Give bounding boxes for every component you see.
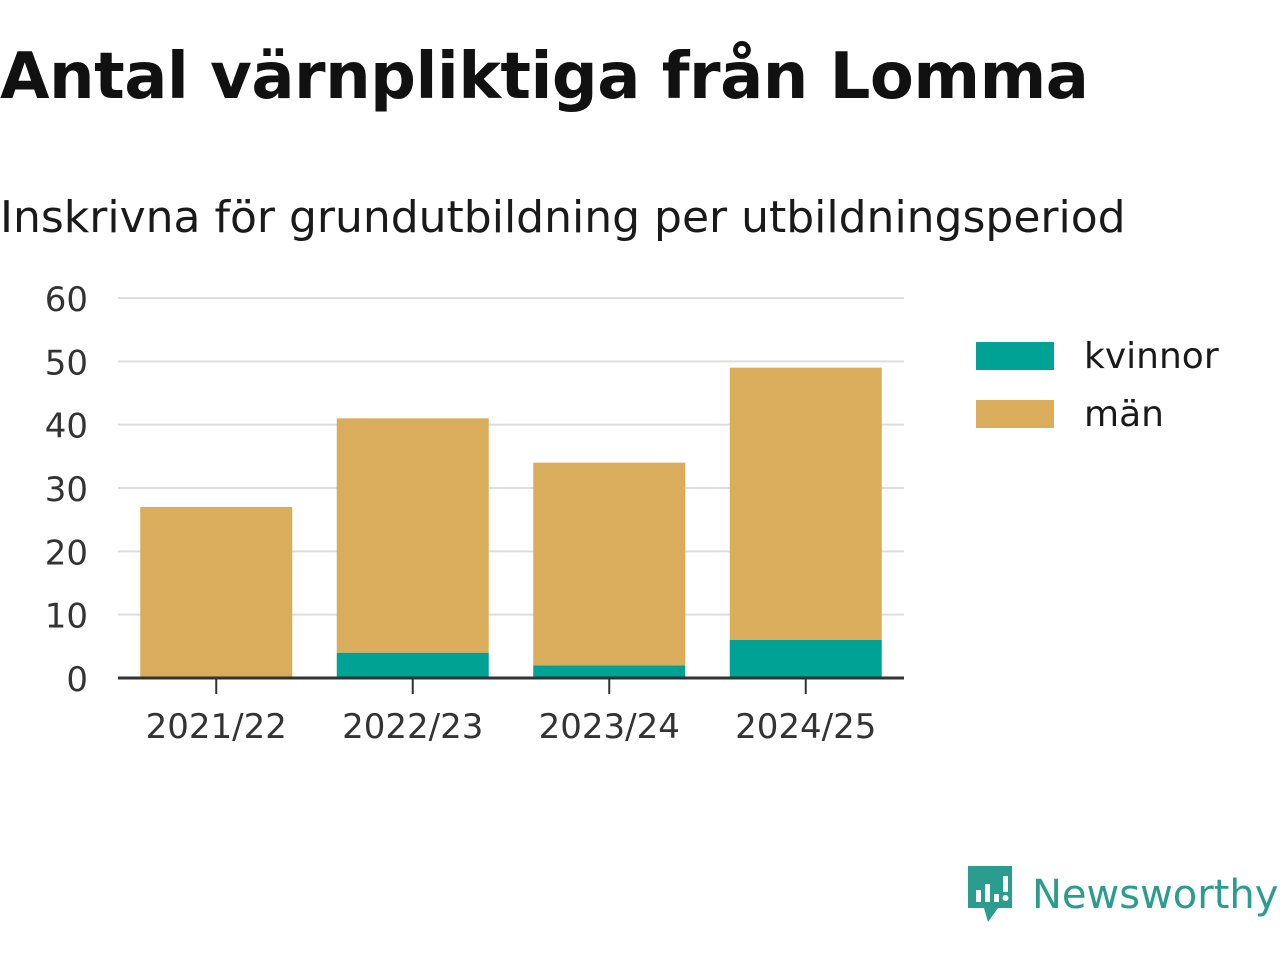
legend-item-kvinnor: kvinnor <box>976 335 1219 377</box>
bar-kvinnor <box>533 665 686 678</box>
x-tick-label: 2024/25 <box>735 707 876 747</box>
x-tick-label: 2022/23 <box>342 707 483 747</box>
y-tick-label: 60 <box>45 280 88 320</box>
bar-man <box>729 367 882 640</box>
bar-man <box>533 462 686 666</box>
bar-man <box>140 507 293 678</box>
y-tick-label: 40 <box>45 407 88 447</box>
brand-name: Newsworthy <box>1032 872 1279 918</box>
brand-logo: Newsworthy <box>964 864 1278 926</box>
legend-label-kvinnor: kvinnor <box>1084 335 1219 377</box>
bar-kvinnor <box>729 640 882 678</box>
y-tick-label: 50 <box>45 343 88 383</box>
x-tick-label: 2021/22 <box>146 707 287 747</box>
legend-item-man: män <box>976 393 1219 435</box>
y-tick-label: 0 <box>66 660 88 700</box>
y-tick-label: 30 <box>45 470 88 510</box>
chart-subtitle: Inskrivna för grundutbildning per utbild… <box>0 192 1126 243</box>
y-tick-label: 10 <box>45 597 88 637</box>
newsworthy-logo-icon <box>968 866 1012 922</box>
chart-legend: kvinnor män <box>976 336 1219 452</box>
y-tick-label: 20 <box>45 533 88 573</box>
chart-title: Antal värnpliktiga från Lomma <box>0 40 1089 114</box>
x-tick-label: 2023/24 <box>539 707 680 747</box>
legend-swatch-man <box>976 400 1054 428</box>
legend-swatch-kvinnor <box>976 342 1054 370</box>
bar-man <box>336 418 489 653</box>
bar-chart: 0 10 20 30 40 50 60 2021/22 2022/23 2023/24 2024/2… <box>45 280 904 747</box>
legend-label-man: män <box>1084 393 1164 435</box>
bar-kvinnor <box>336 652 489 678</box>
